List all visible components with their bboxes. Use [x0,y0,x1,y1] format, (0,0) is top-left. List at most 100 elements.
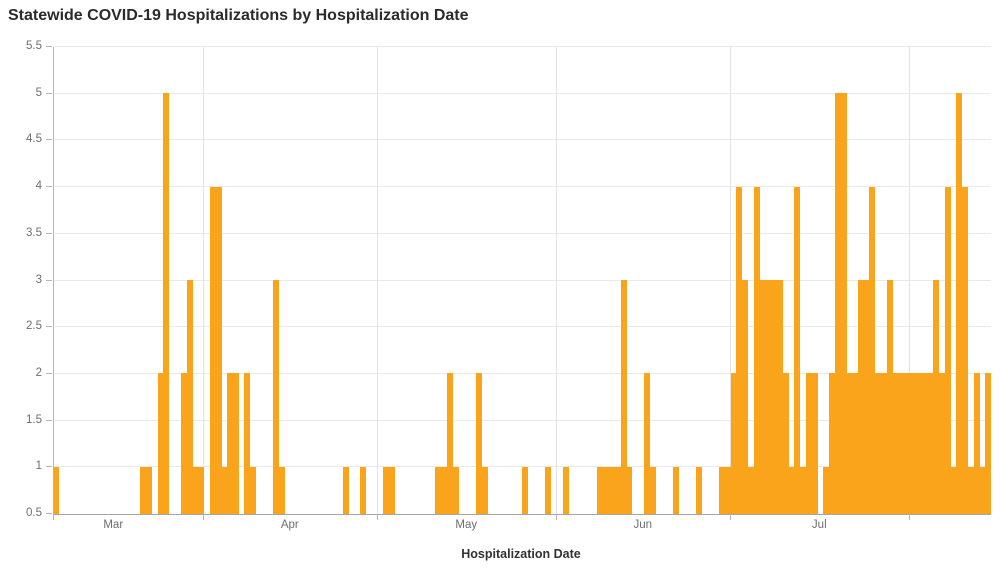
bar-Jul-13[interactable] [800,466,806,514]
bar-Jul-27[interactable] [881,373,888,514]
bar-Mar-29[interactable] [186,280,193,514]
bar-Mar-6[interactable] [53,466,60,514]
bar-Mar-28[interactable] [180,373,187,514]
bar-Mar-25[interactable] [163,93,170,514]
bar-Jun-9[interactable] [603,466,610,514]
y-axis-label: 3.5 [26,226,42,239]
y-axis-tick [46,513,52,514]
bar-Jun-25[interactable] [695,466,702,514]
bar-Jun-30[interactable] [724,466,731,514]
bar-Aug-11[interactable] [967,466,974,514]
bar-Apr-3[interactable] [215,186,222,514]
bar-Mar-22[interactable] [146,466,153,514]
bar-Apr-14[interactable] [279,466,286,514]
bar-Jul-14[interactable] [805,373,812,514]
bar-Aug-6[interactable] [938,373,945,514]
bar-Jun-10[interactable] [609,466,616,514]
bar-Jul-7[interactable] [765,280,772,514]
bar-Apr-2[interactable] [209,186,216,514]
bar-Jul-3[interactable] [742,280,749,514]
h-gridline [53,186,991,188]
bar-Jun-16[interactable] [643,373,650,514]
bar-Jul-20[interactable] [840,93,847,514]
bar-Jun-11[interactable] [614,466,621,514]
bar-May-18[interactable] [475,373,482,514]
bar-May-12[interactable] [441,466,448,514]
bar-Apr-9[interactable] [250,466,257,514]
bar-Jul-9[interactable] [776,280,783,514]
bar-Aug-12[interactable] [973,373,980,514]
bar-Jul-4[interactable] [747,466,754,514]
bar-Jul-2[interactable] [736,186,743,514]
bar-Aug-14[interactable] [985,373,992,514]
h-gridline [53,46,991,47]
bar-Apr-5[interactable] [227,373,234,514]
bar-May-3[interactable] [389,466,396,514]
bar-May-11[interactable] [435,466,442,514]
bar-Aug-10[interactable] [962,186,969,514]
bar-Apr-6[interactable] [232,373,239,514]
bar-Aug-2[interactable] [915,373,922,514]
y-axis-tick [46,139,52,141]
bar-Aug-7[interactable] [944,186,951,514]
bar-Jul-6[interactable] [759,280,766,514]
bar-Jun-29[interactable] [719,466,725,514]
bar-Mar-31[interactable] [198,466,205,514]
bar-Jun-17[interactable] [649,466,656,514]
bar-Jul-18[interactable] [828,373,835,514]
bar-Jul-1[interactable] [730,373,737,514]
bar-Jul-21[interactable] [846,373,853,514]
y-axis-tick [46,186,52,188]
y-axis-label: 4.5 [26,133,42,146]
bar-Apr-8[interactable] [244,373,251,514]
bar-Aug-13[interactable] [979,466,986,514]
bar-Jul-24[interactable] [863,280,870,514]
bar-May-14[interactable] [452,466,459,514]
bar-Jun-8[interactable] [597,466,604,514]
bar-Aug-3[interactable] [921,373,928,514]
bar-Jul-30[interactable] [898,373,905,514]
bar-Jun-13[interactable] [626,466,633,514]
bar-Jul-25[interactable] [869,186,876,514]
bar-Jul-29[interactable] [892,373,899,514]
bar-May-13[interactable] [447,373,453,514]
bar-Aug-8[interactable] [950,466,957,514]
chart-title: Statewide COVID-19 Hospitalizations by H… [8,7,469,24]
bar-Aug-9[interactable] [956,93,963,514]
bar-May-19[interactable] [481,466,488,514]
bar-Jul-26[interactable] [875,373,882,514]
bar-Jul-11[interactable] [788,466,795,514]
bar-Aug-4[interactable] [927,373,934,514]
bar-Jul-22[interactable] [852,373,859,514]
bar-May-2[interactable] [383,466,390,514]
bar-Jul-31[interactable] [904,373,911,514]
bar-Apr-4[interactable] [221,466,228,514]
bar-Jul-5[interactable] [753,186,760,514]
bar-May-26[interactable] [522,466,529,514]
x-axis-month-label: Jun [633,519,653,531]
bar-Jul-28[interactable] [886,280,893,514]
bar-Apr-13[interactable] [273,280,280,514]
bar-Jul-19[interactable] [834,93,841,514]
y-axis-label: 5.5 [26,40,42,52]
bar-Aug-5[interactable] [933,280,940,514]
bar-Jul-17[interactable] [823,466,830,514]
bar-Jul-12[interactable] [794,186,801,514]
bar-Jul-15[interactable] [811,373,818,514]
bar-May-30[interactable] [545,466,552,514]
bar-Aug-1[interactable] [909,373,916,514]
h-gridline [53,279,991,281]
bar-Jun-2[interactable] [562,466,569,514]
bar-Jul-8[interactable] [771,280,778,514]
bar-Mar-24[interactable] [157,373,164,514]
bar-Jul-23[interactable] [857,280,864,514]
bar-Jun-21[interactable] [672,466,679,514]
bar-Apr-25[interactable] [342,466,349,514]
bar-Mar-21[interactable] [140,466,147,514]
bar-Jul-10[interactable] [782,373,789,514]
bar-Jun-12[interactable] [620,280,627,514]
bar-Mar-30[interactable] [192,466,199,514]
x-axis-tick [908,514,910,520]
x-axis-tick [202,514,204,520]
bar-Apr-28[interactable] [360,466,367,514]
